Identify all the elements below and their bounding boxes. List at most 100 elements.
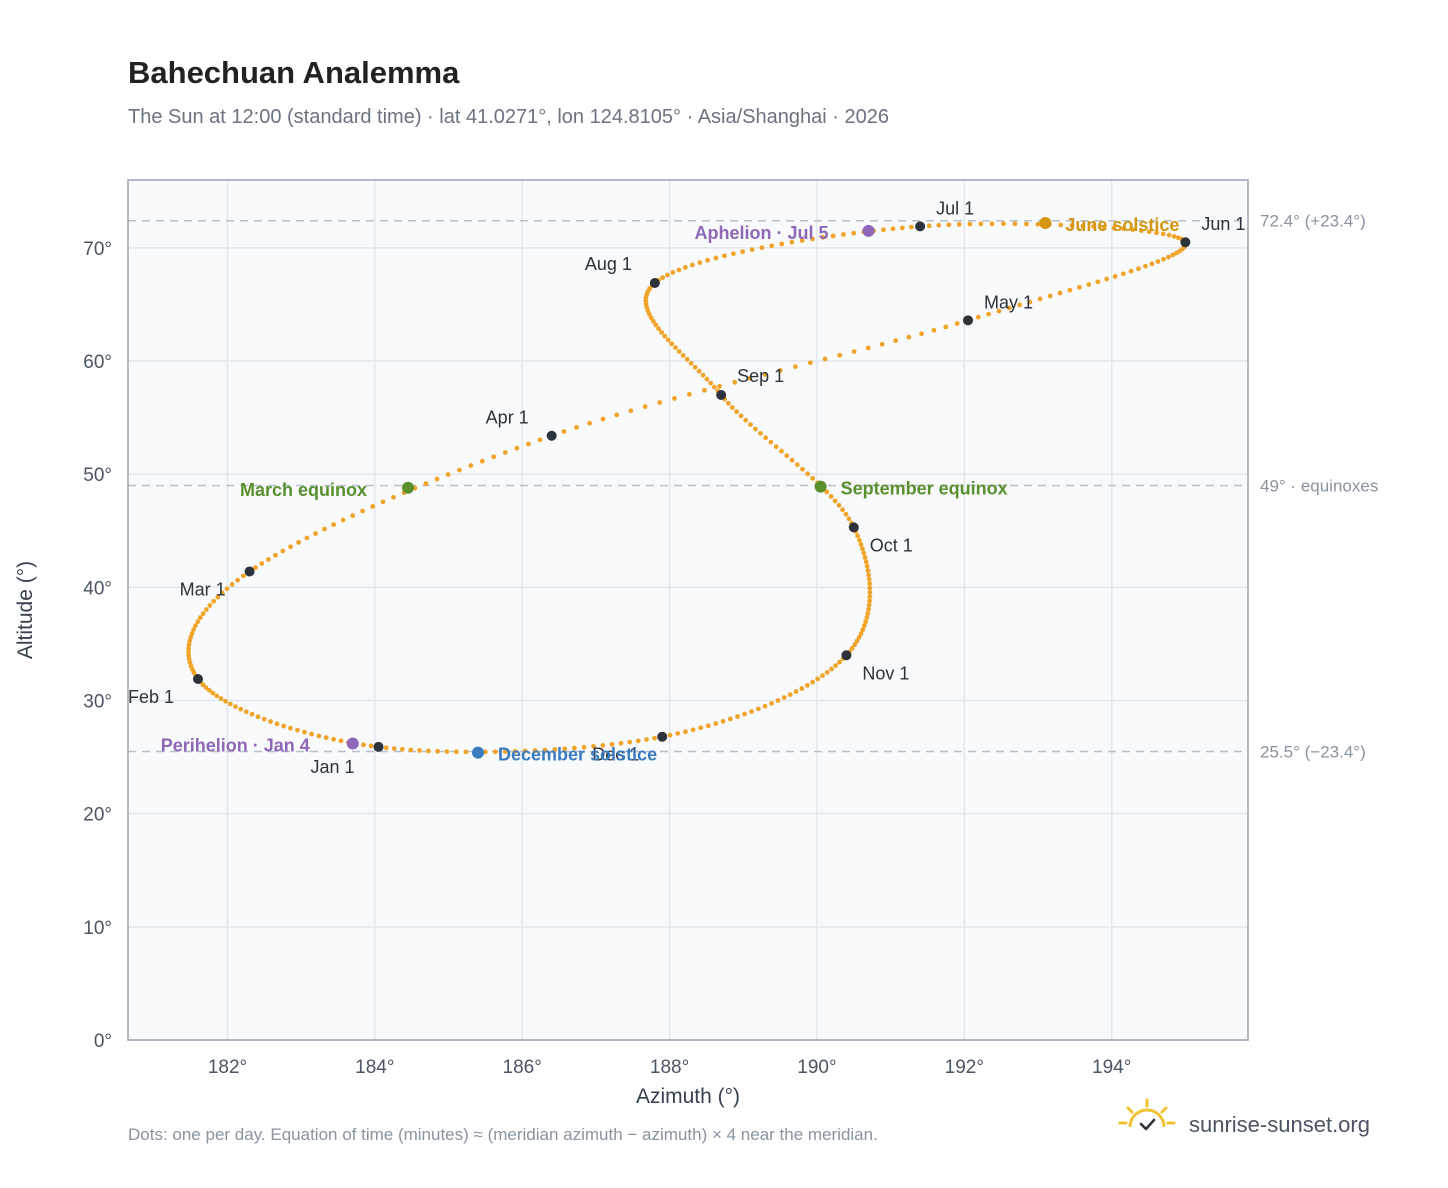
day-dot [444, 749, 450, 754]
day-dot [644, 737, 649, 742]
day-dot [304, 535, 310, 541]
x-tick-label: 188° [650, 1057, 689, 1078]
day-dot [810, 236, 815, 242]
day-dot [187, 638, 193, 644]
day-dot [804, 682, 810, 688]
month-marker [841, 650, 852, 661]
day-dot [522, 748, 528, 754]
plot-frame [127, 179, 1249, 1041]
day-dot [188, 634, 194, 640]
day-dot [435, 748, 440, 754]
day-dot [186, 656, 192, 662]
month-marker [657, 731, 668, 742]
day-dot [777, 368, 783, 373]
day-dot [391, 746, 397, 752]
day-dot [704, 376, 710, 382]
reference-line-label: 25.5° (−23.4°) [1260, 742, 1366, 761]
day-dot [434, 476, 440, 482]
day-dot [841, 232, 846, 237]
day-dot [243, 709, 249, 715]
day-dot [542, 747, 548, 753]
day-dot [338, 738, 344, 744]
event-markers: March equinox September equinox June solst… [161, 215, 1180, 765]
day-dot [391, 494, 396, 500]
day-dot [735, 714, 740, 719]
event-marker [402, 481, 414, 494]
day-dot [587, 420, 592, 426]
day-dot [399, 746, 405, 752]
event-label: Aphelion · Jul 5 [695, 223, 829, 243]
day-dot [296, 539, 301, 545]
day-dot [919, 331, 924, 337]
day-dot [708, 380, 714, 386]
month-marker [244, 566, 255, 577]
day-dot [628, 408, 634, 414]
day-dot [865, 568, 871, 574]
day-dot [954, 321, 960, 326]
day-dot [865, 345, 871, 351]
day-dot [832, 498, 838, 504]
day-dot [676, 267, 682, 273]
day-dot [702, 387, 707, 393]
month-label: Jun 1 [1201, 214, 1245, 234]
day-dot [1047, 293, 1053, 299]
day-dot [665, 337, 671, 343]
x-axis-label: Azimuth (°) [636, 1085, 740, 1108]
day-dot [368, 743, 374, 749]
day-dot [749, 709, 754, 714]
day-dot [893, 338, 899, 344]
day-dot [775, 698, 781, 703]
day-dot [316, 733, 322, 739]
day-dot [705, 723, 711, 729]
day-dot [820, 673, 825, 679]
day-dot [856, 634, 862, 640]
day-dot [650, 318, 656, 324]
day-dot [200, 611, 206, 617]
day-dot [824, 669, 830, 675]
day-dot [734, 409, 739, 415]
x-tick-label: 184° [355, 1057, 394, 1078]
day-dot [581, 744, 587, 750]
event-marker [814, 480, 827, 493]
day-dot [665, 272, 670, 278]
event-label: September equinox [841, 479, 1008, 499]
day-dot [820, 234, 826, 240]
day-dot [1095, 279, 1101, 285]
day-dot [609, 741, 615, 747]
day-dot [660, 275, 665, 281]
x-axis-ticks: 182° 184° 186° 188° 190° 192° 194° [208, 1057, 1132, 1078]
reference-line-label: 49° · equinoxes [1260, 477, 1378, 496]
x-tick-label: 194° [1092, 1057, 1131, 1078]
day-dot [1012, 221, 1018, 227]
day-dot [946, 222, 952, 228]
day-dot [219, 590, 225, 596]
day-dot [762, 703, 768, 709]
day-dot [380, 499, 386, 505]
month-label: Jan 1 [311, 757, 355, 777]
day-dot [627, 739, 633, 745]
day-dot [249, 711, 255, 717]
day-dot [805, 471, 811, 477]
day-dot [360, 508, 366, 514]
month-markers: Jan 1 Feb 1 Mar 1 Apr 1 May 1 Jun 1 Jul 1 Aug 1… [128, 198, 1245, 777]
day-dot [854, 638, 860, 644]
month-marker [373, 741, 384, 752]
day-dot [866, 572, 872, 578]
day-dot [218, 696, 224, 701]
month-label: May 1 [984, 292, 1033, 312]
day-dot [731, 251, 736, 257]
day-dot [295, 727, 300, 733]
day-dot [697, 260, 703, 266]
day-dot [675, 731, 681, 736]
day-dot [266, 557, 271, 562]
day-dot [793, 689, 799, 694]
x-tick-label: 192° [945, 1057, 984, 1078]
day-dot [253, 565, 258, 570]
day-dot [659, 329, 664, 335]
day-dot [653, 322, 659, 328]
y-axis-label: Altitude (°) [14, 561, 37, 659]
day-dot [1121, 226, 1126, 232]
day-dot [781, 695, 787, 700]
day-dot [738, 413, 744, 419]
